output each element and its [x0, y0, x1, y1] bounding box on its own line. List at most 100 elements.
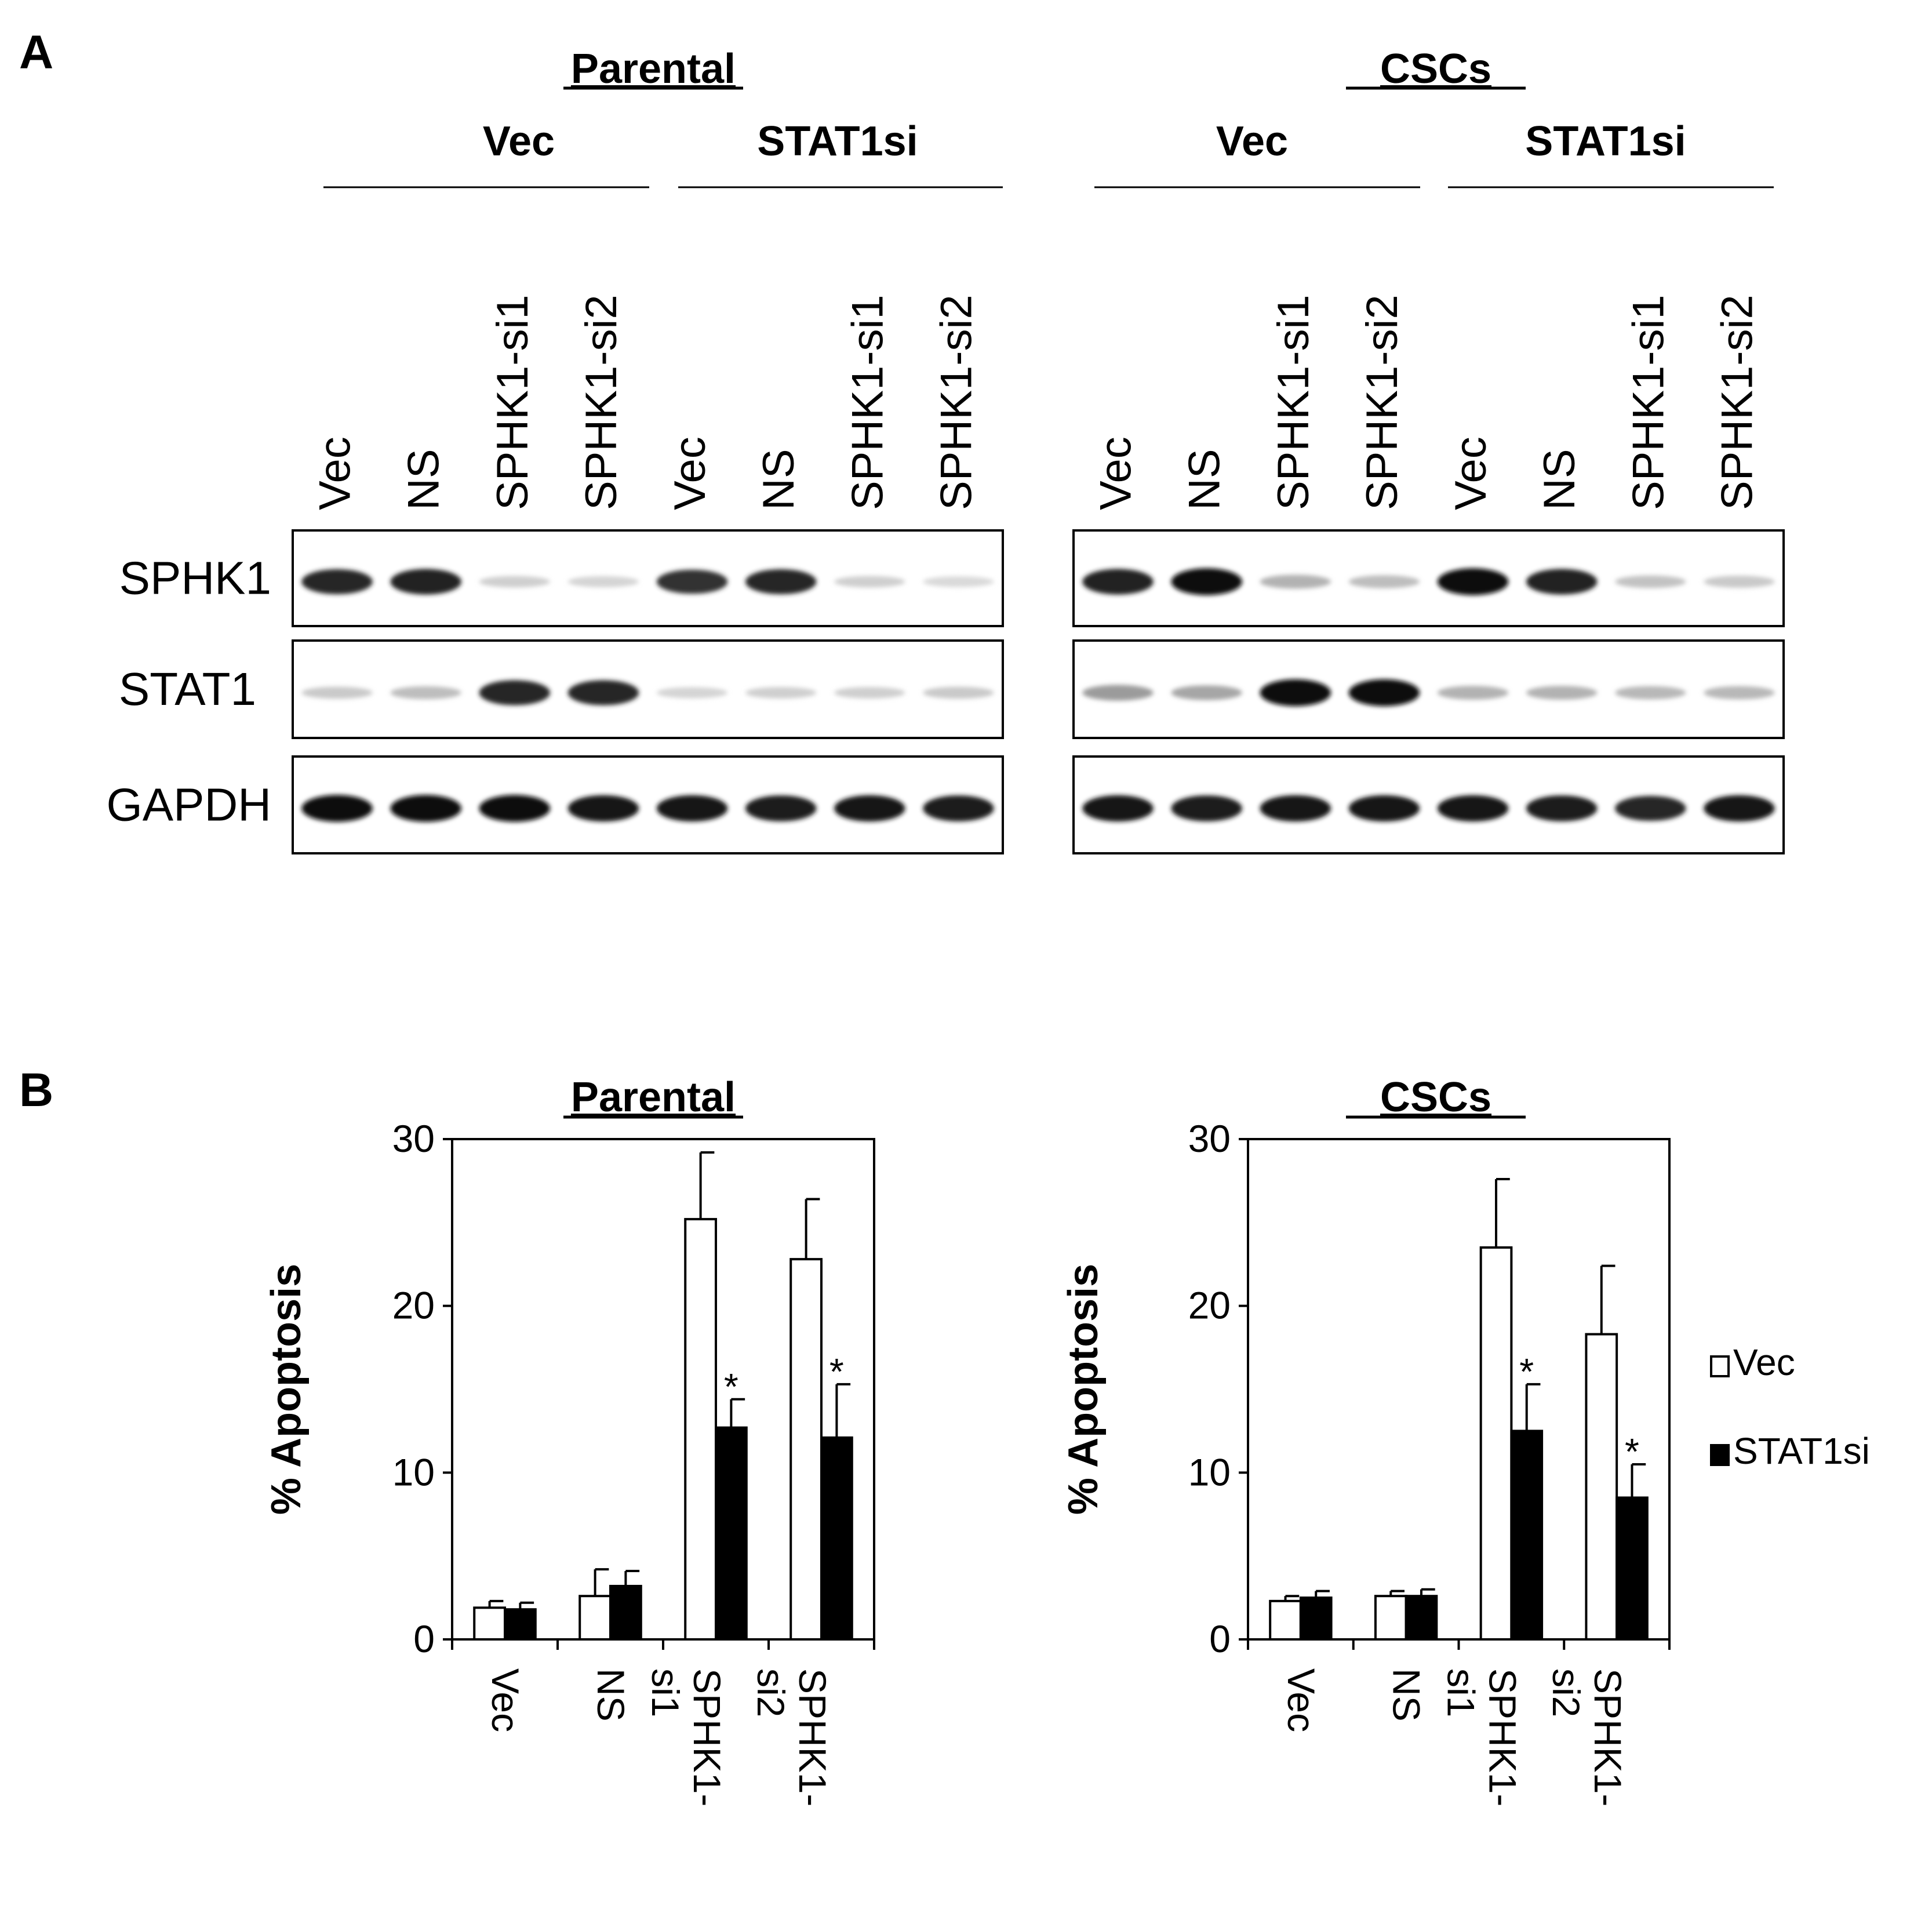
bar-stat1si-sphk1-si2: [1616, 1496, 1649, 1641]
bar-vec-vec: [473, 1606, 506, 1641]
lane-label-sphk1-si2: SPHK1-si2: [577, 294, 626, 510]
chart-parental: Parental % Apoptosis 0 10 20 30 Vec NS SPHK1-si1…: [263, 1074, 875, 1806]
band: [834, 687, 905, 699]
blot-gapdh: [292, 755, 1004, 854]
blot-sphk1: [292, 529, 1004, 627]
blot-gapdh: [1072, 755, 1785, 854]
chart-title: Parental: [571, 1074, 736, 1121]
band: [479, 576, 551, 588]
band: [656, 569, 728, 594]
blot-group-parental: Parental Vec Vec NS SPHK1-si1 SPHK1-si2 STAT1s…: [107, 46, 1004, 854]
blot-group-cscs: CSCs Vec Vec NS SPHK1-si1 SPHK1-si2 STAT1si Vec…: [1072, 46, 1785, 854]
significance-star: *: [1519, 1351, 1534, 1392]
x-tick-label-ns: NS: [590, 1668, 632, 1722]
lane-label-sphk1-si1: SPHK1-si1: [488, 294, 537, 510]
significance-star: *: [829, 1351, 844, 1392]
protein-label-stat1: STAT1: [119, 663, 256, 715]
band: [834, 576, 905, 588]
band: [656, 795, 728, 822]
bar-vec-ns: [578, 1595, 612, 1641]
band: [1171, 795, 1242, 821]
x-tick-label-sphk1-si1: SPHK1-si1: [1439, 1668, 1524, 1806]
band: [745, 569, 817, 595]
band: [390, 686, 461, 700]
band: [567, 680, 639, 705]
blot-stat1: [292, 639, 1004, 739]
band: [656, 687, 728, 699]
lane-label-ns: NS: [754, 449, 803, 510]
significance-star: *: [1625, 1431, 1639, 1472]
chart-title: CSCs: [1380, 1074, 1491, 1121]
lane-label-sphk1-si1: SPHK1-si1: [843, 294, 892, 510]
legend-swatch-stat1si: [1710, 1444, 1730, 1466]
band: [567, 795, 639, 822]
bar-stat1si-ns: [1405, 1595, 1438, 1641]
band: [923, 795, 994, 821]
band: [1082, 795, 1154, 822]
band: [1437, 686, 1509, 700]
legend-label-stat1si: STAT1si: [1733, 1430, 1870, 1472]
x-tick-label-sphk1-si2: SPHK1-si2: [749, 1668, 834, 1806]
band: [1615, 575, 1686, 588]
lane-label-vec: Vec: [1091, 437, 1141, 510]
band: [1171, 685, 1242, 700]
band: [923, 686, 994, 699]
lane-label-sphk1-si1: SPHK1-si1: [1624, 294, 1673, 510]
x-tick-label-sphk1-si1: SPHK1-si1: [644, 1668, 729, 1806]
lane-label-ns: NS: [399, 449, 449, 510]
band: [1348, 575, 1420, 588]
band: [1704, 795, 1775, 822]
y-tick-label: 10: [1188, 1450, 1231, 1493]
band: [1704, 576, 1775, 588]
band: [1526, 795, 1598, 821]
panel-a-label: A: [19, 26, 53, 79]
band: [1260, 574, 1331, 589]
band: [390, 569, 461, 595]
lane-label-sphk1-si2: SPHK1-si2: [932, 294, 981, 510]
band: [479, 795, 551, 822]
y-tick-label: 0: [413, 1617, 435, 1660]
lane-label-sphk1-si2: SPHK1-si2: [1358, 294, 1407, 510]
lane-label-ns: NS: [1535, 449, 1584, 510]
protein-label-gapdh: GAPDH: [107, 779, 272, 831]
band: [834, 795, 905, 822]
bar-stat1si-sphk1-si1: [715, 1426, 748, 1641]
lane-label-ns: NS: [1180, 449, 1229, 510]
band: [1348, 795, 1420, 822]
y-tick-label: 30: [1188, 1117, 1231, 1160]
lane-label-vec: Vec: [311, 437, 360, 510]
lane-label-sphk1-si2: SPHK1-si2: [1712, 294, 1762, 510]
band: [1260, 679, 1331, 707]
x-tick-label-sphk1-si2: SPHK1-si2: [1545, 1668, 1629, 1806]
bar-vec-sphk1-si1: [684, 1218, 717, 1641]
bar-vec-sphk1-si2: [1585, 1333, 1618, 1641]
band: [1348, 679, 1420, 707]
lane-label-sphk1-si1: SPHK1-si1: [1269, 294, 1318, 510]
band: [1526, 569, 1598, 595]
bar-vec-vec: [1269, 1599, 1302, 1641]
band: [745, 795, 817, 821]
chart-cscs: CSCs % Apoptosis 0 10 20 30 Vec NS SPHK1-si1 SPHK…: [1060, 1074, 1671, 1806]
y-axis-label: % Apoptosis: [1060, 1264, 1107, 1515]
y-tick-label: 20: [1188, 1284, 1231, 1327]
condition-label-vec: Vec: [1216, 118, 1288, 165]
band: [1437, 568, 1509, 595]
band: [390, 795, 461, 822]
band: [745, 687, 817, 699]
condition-label-stat1si: STAT1si: [1525, 118, 1686, 165]
legend: Vec STAT1si: [1710, 1341, 1870, 1472]
condition-label-stat1si: STAT1si: [757, 118, 918, 165]
band: [1082, 685, 1154, 701]
bar-stat1si-sphk1-si1: [1510, 1430, 1544, 1641]
x-tick-label-vec: Vec: [1280, 1668, 1323, 1732]
y-tick-label: 30: [392, 1117, 435, 1160]
group-title-cscs: CSCs: [1380, 46, 1491, 92]
lane-label-vec: Vec: [1446, 437, 1496, 510]
bar-stat1si-vec: [1299, 1596, 1333, 1641]
band: [479, 680, 551, 705]
band: [301, 686, 373, 699]
band: [301, 795, 373, 822]
group-title-parental: Parental: [571, 46, 736, 92]
x-tick-label-ns: NS: [1385, 1668, 1428, 1722]
condition-label-vec: Vec: [483, 118, 555, 165]
